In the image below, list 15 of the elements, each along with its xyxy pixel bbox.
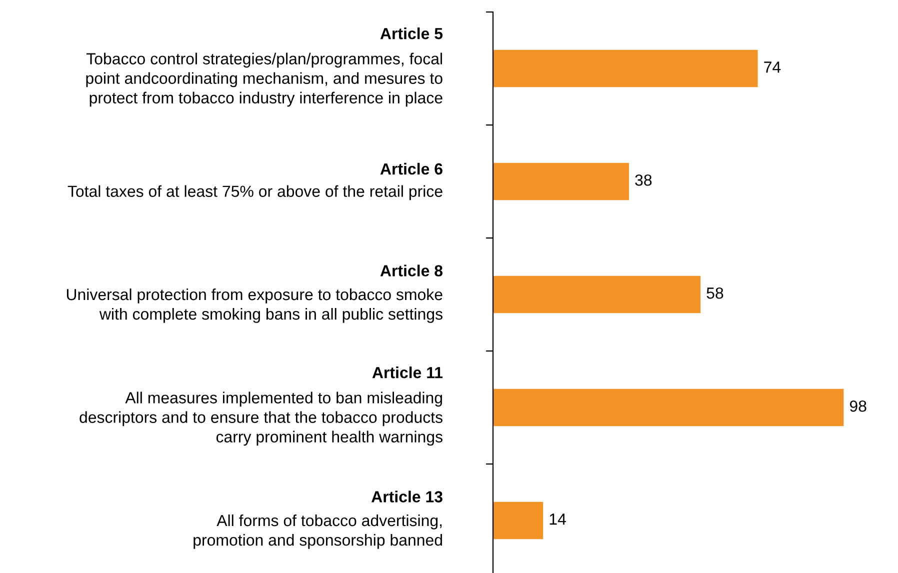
bar [493, 502, 544, 540]
y-tick-label: Article 6 Total taxes of at least 75% or above of the retail price [68, 162, 442, 200]
y-tick-label: Article 5 Tobacco control strategies/plan/programmes, focal point andcoordinating mechanism, and mesures to protect from tobacco industry interference in place [86, 28, 443, 107]
data-label: 74 [764, 62, 781, 73]
data-label: 58 [706, 287, 724, 299]
bar [493, 276, 701, 314]
data-label: 14 [550, 514, 566, 525]
bar [493, 388, 844, 426]
bar [493, 50, 758, 88]
y-tick-label: Article 8 Universal protection from exposure to tobacco smoke with complete smoking bans in all public settings [66, 264, 443, 323]
data-label: 98 [850, 400, 866, 412]
y-tick-label: Article 11 All measures implemented to ban misleading descriptors and to ensure that the tobacco products carry prominent health warnings [80, 366, 443, 446]
bar [493, 162, 629, 200]
y-tick-label: Article 13 All forms of tobacco advertising, promotion and sponsorship banned [194, 490, 442, 549]
data-label: 38 [635, 174, 652, 186]
